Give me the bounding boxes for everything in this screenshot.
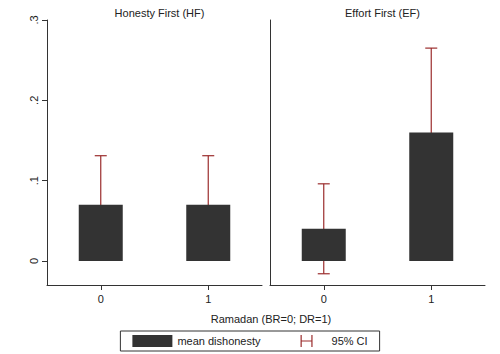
svg-text:.1: .1 <box>28 176 40 185</box>
svg-text:.3: .3 <box>28 15 40 24</box>
svg-text:1: 1 <box>205 293 211 305</box>
svg-text:95% CI: 95% CI <box>332 335 368 347</box>
svg-text:Honesty First (HF): Honesty First (HF) <box>115 7 205 19</box>
svg-text:Ramadan (BR=0; DR=1): Ramadan (BR=0; DR=1) <box>211 313 331 325</box>
svg-text:Effort First (EF): Effort First (EF) <box>345 7 420 19</box>
svg-text:.2: .2 <box>28 96 40 105</box>
svg-text:0: 0 <box>98 293 104 305</box>
svg-text:mean dishonesty: mean dishonesty <box>177 335 261 347</box>
svg-text:0: 0 <box>321 293 327 305</box>
svg-text:0: 0 <box>28 258 40 264</box>
svg-text:1: 1 <box>428 293 434 305</box>
